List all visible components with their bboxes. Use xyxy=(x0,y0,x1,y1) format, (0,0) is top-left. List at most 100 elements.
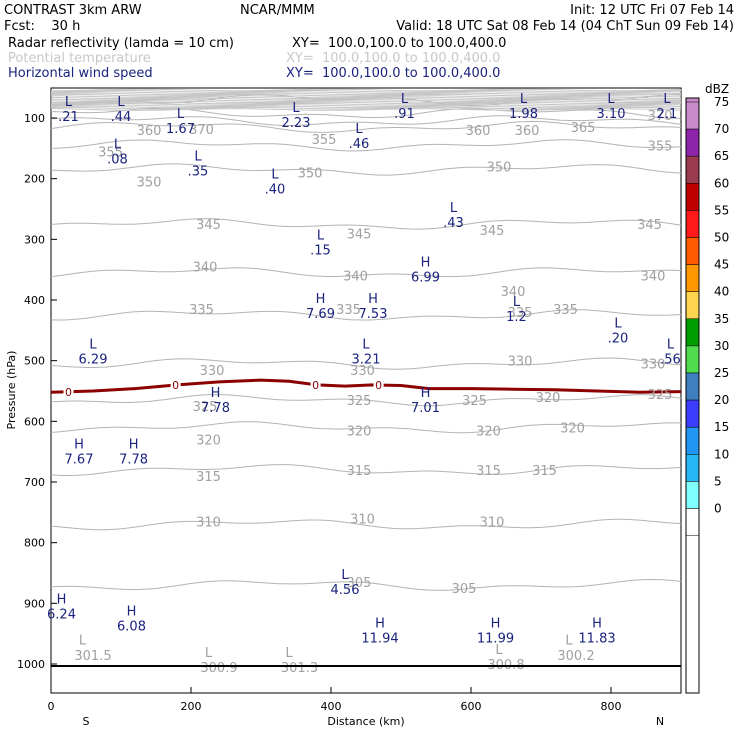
wind-extremum-type: L xyxy=(607,92,615,107)
colorbar-segment xyxy=(685,128,700,157)
upper-theta-contour-line xyxy=(50,104,682,107)
theta-contour-line xyxy=(50,267,682,278)
colorbar-segment xyxy=(685,454,700,482)
wind-extremum-value: .44 xyxy=(111,110,132,125)
x-tick-label: 0 xyxy=(48,700,55,713)
colorbar-tick-label: 25 xyxy=(714,366,729,380)
theta-label: 301.3 xyxy=(281,661,318,676)
y-tick-label: 600 xyxy=(24,415,45,428)
theta-contour-line xyxy=(50,464,682,476)
wind-extremum-value: .08 xyxy=(107,152,128,167)
theta-label: 320 xyxy=(560,421,585,436)
theta-contour-line xyxy=(50,578,682,591)
wind-extremum-type: L xyxy=(614,316,622,331)
colorbar-segment xyxy=(685,183,700,211)
colorbar-segment xyxy=(685,237,700,265)
wind-extremum-type: H xyxy=(592,617,602,632)
zero-line-label: 0 xyxy=(172,379,179,392)
wind-extremum-value: 7.78 xyxy=(119,453,148,468)
institution-label: NCAR/MMM xyxy=(240,3,315,18)
colorbar-segment xyxy=(685,345,700,374)
reflectivity-zero-line: 0 0 0 0 xyxy=(50,378,682,399)
wind-extremum-value: .15 xyxy=(310,243,331,258)
theta-label: 315 xyxy=(532,464,557,479)
theta-label: 355 xyxy=(312,133,337,148)
upper-theta-contour-line xyxy=(50,90,682,93)
wind-extremum-type: H xyxy=(57,592,67,607)
wind-extremum-type: H xyxy=(375,617,385,632)
theta-label: 320 xyxy=(536,391,561,406)
theta-label: L xyxy=(565,634,573,649)
wind-extremum-value: .20 xyxy=(608,331,629,346)
wind-extremum-value: 6.99 xyxy=(411,271,440,286)
colorbar-tick-label: 30 xyxy=(714,339,729,353)
theta-label: 340 xyxy=(501,285,526,300)
theta-contour-line xyxy=(50,139,682,152)
theta-label: 340 xyxy=(641,270,666,285)
colorbar-tick-label: 60 xyxy=(714,176,729,190)
wind-extremum-type: L xyxy=(271,168,279,183)
theta-contour-line xyxy=(50,218,682,230)
colorbar-tick-label: 20 xyxy=(714,393,729,407)
theta-contour-line xyxy=(50,518,682,531)
theta-label: 325 xyxy=(462,394,487,409)
x-axis-label: Distance (km) xyxy=(327,715,404,728)
wind-extremum-type: L xyxy=(194,149,202,164)
theta-label: 330 xyxy=(508,355,533,370)
wind-extremum-type: H xyxy=(421,256,431,271)
field-xy-wind: XY= 100.0,100.0 to 100.0,400.0 xyxy=(286,66,500,81)
valid-time: Valid: 18 UTC Sat 08 Feb 14 (04 ChT Sun … xyxy=(396,19,734,34)
wind-extremum-value: 6.29 xyxy=(79,353,108,368)
theta-label: 305 xyxy=(452,582,477,597)
colorbar-segment xyxy=(685,101,700,130)
zero-line-label: 0 xyxy=(65,386,72,399)
upper-theta-contour-line xyxy=(50,97,682,101)
forecast-hour: Fcst: 30 h xyxy=(4,19,80,34)
theta-label: 345 xyxy=(347,227,372,242)
field-xy-theta: XY= 100.0,100.0 to 100.0,400.0 xyxy=(286,51,500,66)
theta-label: 360 xyxy=(137,124,162,139)
wind-extremum-value: 11.83 xyxy=(578,632,615,647)
wind-extremum-value: 4.56 xyxy=(331,583,360,598)
colorbar-segment xyxy=(685,291,700,320)
wind-extremum-value: 7.53 xyxy=(359,307,388,322)
wind-extremum-type: L xyxy=(341,568,349,583)
wind-extremum-value: .91 xyxy=(394,107,415,122)
theta-label: 330 xyxy=(350,364,375,379)
theta-label: 315 xyxy=(476,464,501,479)
wind-extremum-value: 2.1 xyxy=(657,107,678,122)
theta-label: 335 xyxy=(336,303,361,318)
colorbar-tick-label: 40 xyxy=(714,285,729,299)
theta-label: 315 xyxy=(196,470,221,485)
init-time: Init: 12 UTC Fri 07 Feb 14 xyxy=(570,3,734,18)
wind-extremum-type: L xyxy=(401,92,409,107)
upper-theta-contour-line xyxy=(50,96,682,100)
theta-label: 345 xyxy=(480,224,505,239)
theta-label: L xyxy=(495,643,503,658)
wind-extremum-type: H xyxy=(211,386,221,401)
wind-extremum-value: .40 xyxy=(265,183,286,198)
theta-label: 335 xyxy=(508,306,533,321)
y-tick-label: 1000 xyxy=(17,658,45,671)
theta-label: 305 xyxy=(347,576,372,591)
wind-extremum-value: .46 xyxy=(349,137,370,152)
theta-contour-line xyxy=(50,394,682,407)
upper-theta-contour-line xyxy=(50,88,682,92)
wind-extremum-type: L xyxy=(114,137,122,152)
wind-extremum-type: L xyxy=(89,338,97,353)
wind-extremum-type: L xyxy=(317,228,325,243)
theta-labels: 360 370 355 360 360 365 370 355 355 350 350 350 345 3… xyxy=(74,109,672,676)
theta-label: 370 xyxy=(189,123,214,138)
x-tick-label: 800 xyxy=(601,700,622,713)
wind-extremum-value: 1.67 xyxy=(166,122,195,137)
theta-label: 325 xyxy=(648,388,673,403)
theta-label: 350 xyxy=(137,176,162,191)
theta-label: 365 xyxy=(571,121,596,136)
wind-extremum-value: 1.2 xyxy=(506,310,527,325)
colorbar-segment xyxy=(685,264,700,292)
theta-contour-line xyxy=(50,357,682,370)
theta-label: 345 xyxy=(637,218,662,233)
wind-extremum-value: .43 xyxy=(443,216,464,231)
